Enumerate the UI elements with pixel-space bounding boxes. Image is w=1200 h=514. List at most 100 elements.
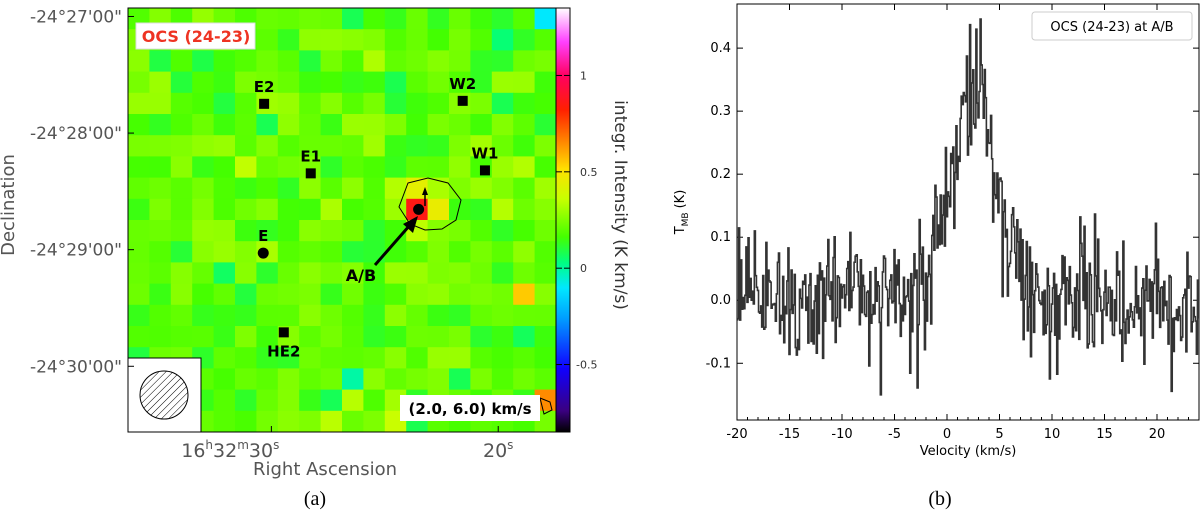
heatmap-pixel	[277, 220, 300, 242]
heatmap-pixel	[449, 198, 471, 221]
heatmap-pixel	[170, 283, 193, 306]
heatmap-pixel	[213, 241, 236, 263]
heatmap-pixel	[299, 8, 322, 30]
arrow-ab	[373, 187, 428, 266]
source-markers: E2 W2 E1 W1 E HE2	[254, 75, 499, 361]
heatmap-pixel	[320, 220, 343, 242]
spectrum-xlabel: Velocity (km/s)	[920, 444, 1017, 459]
heatmap-pixel	[470, 304, 493, 327]
heatmap-pixel	[149, 283, 172, 306]
heatmap-pixel	[384, 347, 407, 369]
heatmap-pixel	[513, 8, 536, 30]
heatmap-pixel	[384, 135, 407, 157]
heatmap-pixel	[406, 8, 429, 30]
heatmap-pixel	[299, 368, 322, 391]
map-xtick-label: 16h32m30s	[181, 438, 279, 462]
heatmap-pixel	[406, 241, 429, 263]
heatmap-pixel	[320, 156, 343, 179]
heatmap-pixel	[513, 198, 536, 221]
heatmap-pixel	[299, 389, 322, 412]
heatmap-pixel	[513, 156, 536, 179]
heatmap-pixel	[320, 135, 343, 157]
heatmap-pixel	[192, 156, 215, 179]
svg-text:TMB(K): TMB (K)	[673, 190, 691, 236]
spectrum-ytick-label: 0.4	[710, 41, 731, 56]
heatmap-pixel	[235, 114, 257, 136]
heatmap-pixel	[384, 304, 407, 327]
heatmap-pixel	[128, 50, 150, 73]
heatmap-pixel	[470, 29, 493, 51]
heatmap-pixel	[299, 29, 322, 51]
heatmap-pixel	[513, 304, 536, 327]
heatmap-pixel	[235, 262, 257, 285]
heatmap-pixel	[235, 156, 257, 179]
map-xtick-label: 20s	[483, 438, 513, 462]
heatmap-pixel	[470, 283, 493, 306]
heatmap-pixel	[342, 29, 364, 51]
heatmap-pixel	[170, 304, 193, 327]
heatmap-pixel	[534, 50, 556, 73]
heatmap-pixel	[470, 50, 493, 73]
heatmap-pixel	[149, 156, 172, 179]
heatmap-pixel	[427, 198, 450, 221]
heatmap-pixel	[170, 156, 193, 179]
heatmap-pixel	[235, 71, 257, 94]
heatmap-pixel	[342, 347, 364, 369]
heatmap-pixel	[149, 241, 172, 263]
legend-text: OCS (24-23) at A/B	[1050, 20, 1173, 35]
heatmap-pixel	[192, 50, 215, 73]
heatmap-pixel	[256, 326, 279, 348]
heatmap-pixel	[363, 114, 386, 136]
heatmap-pixel	[513, 177, 536, 200]
heatmap-pixel	[427, 92, 450, 115]
heatmap-pixel	[149, 135, 172, 157]
heatmap-pixel	[513, 241, 536, 263]
heatmap-pixel	[149, 220, 172, 242]
heatmap-pixel	[363, 50, 386, 73]
heatmap-pixel	[256, 8, 279, 30]
heatmap-pixel	[406, 368, 429, 391]
heatmap-pixel	[491, 283, 514, 306]
heatmap-pixel	[213, 347, 236, 369]
source-marker-e	[257, 247, 269, 259]
spectrum-legend	[1031, 11, 1193, 41]
heatmap-pixel	[406, 92, 429, 115]
heatmap-pixel	[534, 135, 556, 157]
heatmap-pixel	[256, 156, 279, 179]
heatmap-pixel	[192, 71, 215, 94]
heatmap-pixel	[256, 177, 279, 200]
heatmap-pixel	[192, 114, 215, 136]
heatmap-pixel	[299, 71, 322, 94]
velocity-range-label: (2.0, 6.0) km/s	[408, 400, 531, 418]
heatmap-pixel	[513, 50, 536, 73]
heatmap-pixel	[128, 177, 150, 200]
heatmap-pixel	[235, 410, 257, 432]
heatmap-pixel	[427, 262, 450, 285]
map-title-box	[135, 22, 256, 50]
heatmap-pixel	[491, 368, 514, 391]
source-marker-w1	[479, 165, 490, 176]
heatmap-pixel	[213, 71, 236, 94]
spectrum-xtick-label: 5	[995, 427, 1003, 442]
heatmap-pixel	[149, 262, 172, 285]
heatmap-pixel	[449, 262, 471, 285]
heatmap-pixel	[170, 50, 193, 73]
spectrum-xtick-label: -10	[831, 427, 852, 442]
heatmap-pixel	[449, 156, 471, 179]
heatmap-pixel	[534, 92, 556, 115]
heatmap-pixel	[213, 135, 236, 157]
heatmap-pixel	[513, 262, 536, 285]
heatmap-pixel	[384, 50, 407, 73]
heatmap-pixel	[491, 241, 514, 263]
heatmap-pixel	[406, 304, 429, 327]
heatmap-pixel	[534, 283, 556, 306]
heatmap-pixel	[491, 71, 514, 94]
heatmap-pixel	[192, 92, 215, 115]
heatmap-pixel	[470, 368, 493, 391]
heatmap-pixel	[449, 135, 471, 157]
source-label-e1: E1	[300, 147, 321, 165]
heatmap-pixel	[235, 220, 257, 242]
heatmap-pixel	[299, 92, 322, 115]
heatmap-pixel	[470, 198, 493, 221]
heatmap-pixel	[427, 347, 450, 369]
